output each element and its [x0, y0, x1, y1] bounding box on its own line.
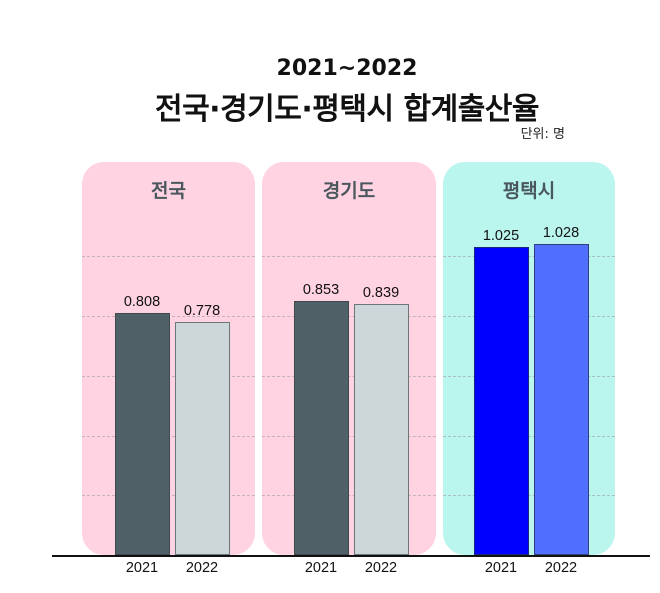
x-tick-label: 2022 [185, 560, 219, 576]
x-tick-label: 2021 [304, 560, 338, 576]
panel-gyeonggi: 경기도 [262, 162, 436, 555]
gridline [443, 316, 615, 317]
bar-value-label: 0.808 [123, 294, 161, 310]
gridline [262, 256, 436, 257]
gridline [262, 376, 436, 377]
panel-label: 경기도 [322, 180, 376, 202]
gridline [262, 495, 436, 496]
x-axis-line [52, 555, 650, 557]
bar-value-label: 0.853 [302, 282, 340, 298]
gridline [443, 495, 615, 496]
bar-value-label: 1.025 [482, 228, 520, 244]
bar-national-2022 [175, 322, 230, 555]
bar-pyeongtaek-2022 [534, 244, 589, 555]
panel-label: 평택시 [502, 180, 556, 202]
gridline [82, 256, 255, 257]
bar-gyeonggi-2021 [294, 301, 349, 555]
chart-subtitle: 2021~2022 [276, 56, 418, 81]
bar-national-2021 [115, 313, 170, 555]
gridline [262, 436, 436, 437]
bar-value-label: 0.778 [183, 303, 221, 319]
bar-gyeonggi-2022 [354, 304, 409, 555]
gridline [443, 436, 615, 437]
x-tick-label: 2022 [364, 560, 398, 576]
bar-value-label: 1.028 [542, 225, 580, 241]
bar-value-label: 0.839 [362, 285, 400, 301]
x-tick-label: 2022 [544, 560, 578, 576]
x-tick-label: 2021 [484, 560, 518, 576]
gridline [443, 256, 615, 257]
panel-label: 전국 [151, 180, 186, 202]
unit-label: 단위: 명 [520, 127, 565, 142]
bar-pyeongtaek-2021 [474, 247, 529, 555]
gridline [443, 376, 615, 377]
chart-title: 전국·경기도·평택시 합계출산율 [154, 92, 540, 127]
gridline [262, 316, 436, 317]
x-tick-label: 2021 [125, 560, 159, 576]
panel-pyeongtaek: 평택시 [443, 162, 615, 555]
